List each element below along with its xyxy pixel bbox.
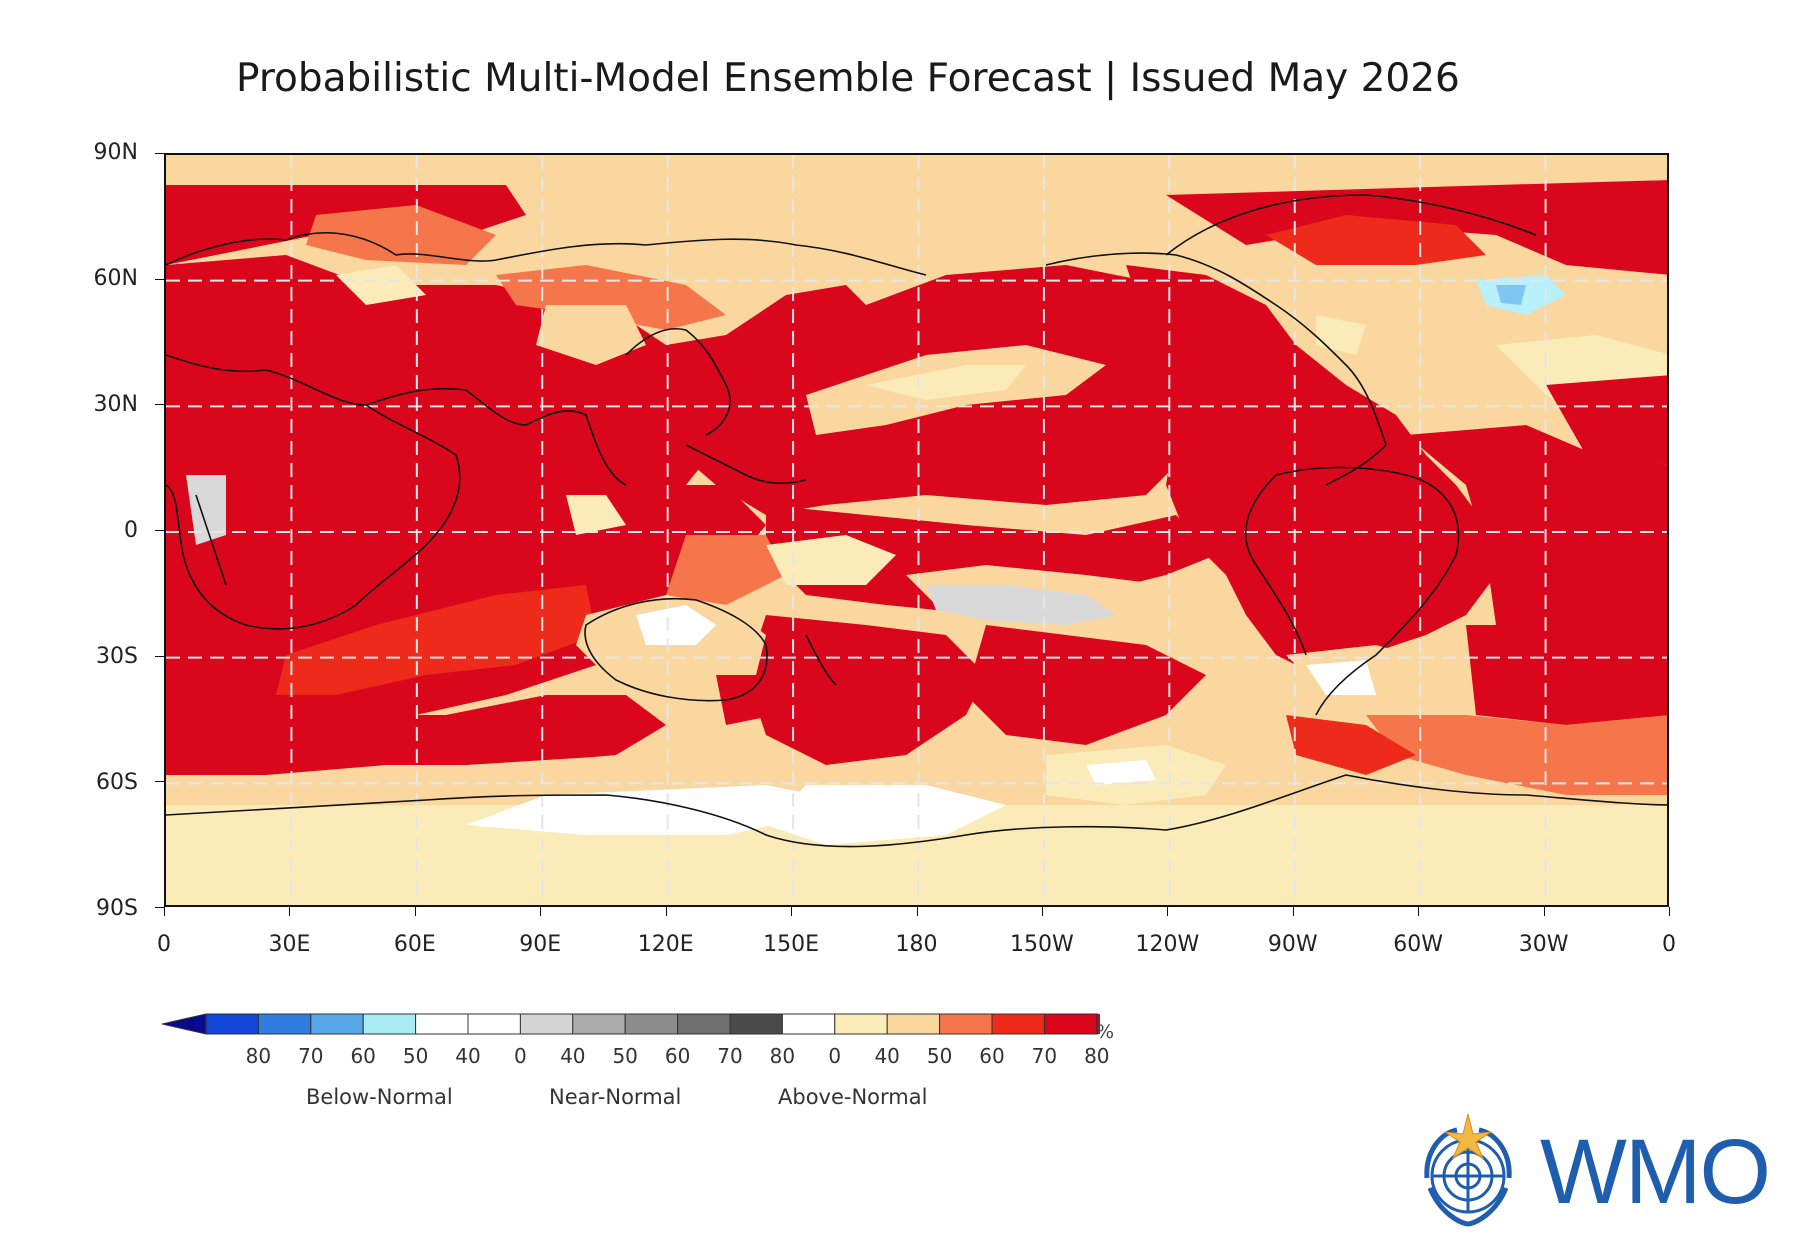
lon-tick [1669, 907, 1670, 916]
legend-value: 40 [874, 1044, 900, 1068]
legend-below-normal: Below-Normal [306, 1085, 453, 1109]
lat-tick [155, 404, 164, 406]
legend-value: 70 [717, 1044, 743, 1068]
legend-swatch [729, 1013, 783, 1035]
coastlines [166, 194, 1667, 848]
legend-swatch [257, 1013, 312, 1035]
legend-value: 40 [560, 1044, 586, 1068]
lon-label: 90W [1267, 932, 1318, 957]
legend-value: 50 [926, 1044, 953, 1068]
lon-label: 60W [1393, 932, 1444, 957]
legend-swatch [362, 1013, 417, 1035]
legend-value: 80 [245, 1044, 272, 1068]
legend-value: 50 [612, 1044, 638, 1068]
legend-value: 0 [828, 1044, 842, 1068]
lat-label-30s: 30S [96, 644, 138, 669]
legend-above-normal: Above-Normal [778, 1085, 928, 1109]
legend-swatch [415, 1013, 469, 1035]
legend-value: 50 [402, 1044, 429, 1068]
legend-swatch [991, 1013, 1045, 1035]
legend-value: 40 [455, 1044, 481, 1068]
lon-label: 90E [519, 932, 562, 957]
lon-label: 150E [763, 932, 820, 957]
lon-tick [916, 907, 918, 916]
lon-label: 0 [1662, 932, 1676, 957]
legend-value: 70 [298, 1044, 324, 1068]
lon-tick [665, 907, 667, 916]
lon-label: 60E [393, 932, 436, 957]
lon-label: 120E [637, 932, 694, 957]
legend [160, 1013, 1141, 1039]
lat-tick [155, 153, 164, 154]
lon-label: 120W [1135, 932, 1200, 957]
legend-swatch [624, 1013, 679, 1035]
indian-ocean-region [166, 485, 766, 725]
lat-label-60n: 60N [93, 266, 138, 291]
lat-label-30n: 30N [93, 392, 138, 417]
americas-region [1126, 265, 1667, 675]
lat-label-0: 0 [124, 518, 138, 543]
map-canvas [166, 155, 1667, 905]
legend-value: 80 [769, 1044, 796, 1068]
legend-swatch [781, 1013, 836, 1035]
lat-tick [155, 278, 164, 280]
lon-label: 150W [1010, 932, 1074, 957]
un-emblem-icon [1405, 1108, 1531, 1234]
legend-unit: % [1096, 1021, 1115, 1043]
legend-swatch [834, 1013, 888, 1035]
lon-tick [289, 907, 291, 916]
legend-low-arrow [161, 1013, 207, 1035]
forecast-map [164, 153, 1669, 907]
legend-colorbar [161, 1013, 1141, 1035]
legend-swatch [1043, 1013, 1098, 1035]
legend-swatch [205, 1013, 259, 1035]
legend-value: 60 [979, 1044, 1005, 1068]
australia-region [576, 595, 776, 725]
legend-swatch [519, 1013, 574, 1035]
legend-swatch [939, 1013, 993, 1035]
map-title: Probabilistic Multi-Model Ensemble Forec… [236, 56, 1460, 101]
lon-tick [1418, 907, 1420, 916]
legend-value: 60 [664, 1044, 691, 1068]
legend-value: 60 [350, 1044, 376, 1068]
legend-swatch [572, 1013, 626, 1035]
lon-tick [1543, 907, 1545, 916]
lon-label: 180 [895, 932, 938, 957]
legend-swatch [467, 1013, 521, 1035]
south-pacific-near-normal [766, 535, 1186, 635]
lat-tick [155, 655, 164, 657]
lon-tick [1041, 907, 1043, 916]
lat-tick [155, 781, 164, 783]
lon-tick [164, 907, 165, 916]
lon-label: 0 [157, 932, 171, 957]
wmo-logo-text: WMO [1540, 1121, 1771, 1223]
lat-tick [155, 530, 164, 531]
lon-tick [791, 907, 793, 916]
lat-tick [155, 907, 164, 908]
lon-label: 30W [1518, 932, 1569, 957]
legend-value: 0 [514, 1044, 527, 1068]
legend-near-normal: Near-Normal [549, 1085, 682, 1109]
lon-label: 30E [268, 932, 311, 957]
lat-lon-grid [166, 155, 1667, 905]
lat-label-90n: 90N [93, 140, 138, 165]
lon-tick [540, 907, 542, 916]
legend-value: 70 [1031, 1044, 1058, 1068]
legend-swatch [677, 1013, 731, 1035]
legend-value: 80 [1084, 1044, 1110, 1068]
lat-label-90s: 90S [96, 896, 138, 921]
lat-label-60s: 60S [96, 770, 138, 795]
lon-tick [1292, 907, 1294, 916]
lon-tick [1167, 907, 1169, 916]
lon-tick [414, 907, 416, 916]
legend-swatch [886, 1013, 941, 1035]
legend-swatch [310, 1013, 364, 1035]
